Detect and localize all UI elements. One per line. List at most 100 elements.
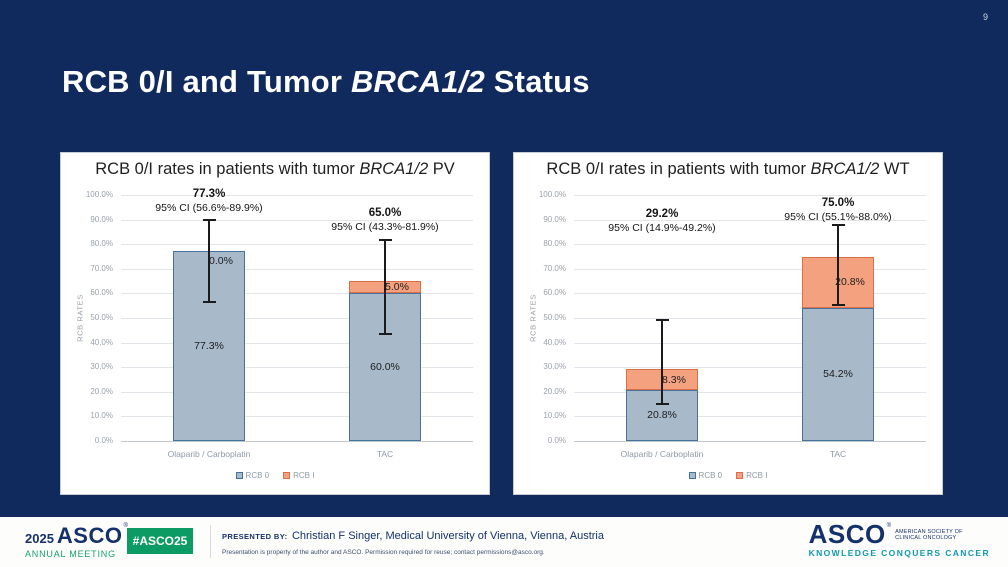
asco-logo-subtitle: AMERICAN SOCIETY OF CLINICAL ONCOLOGY	[895, 529, 963, 542]
legend-item: RCB 0	[235, 471, 270, 480]
gridline	[574, 416, 926, 418]
presenter-name: Christian F Singer, Medical University o…	[291, 530, 604, 542]
legend: RCB 0 RCB I	[514, 471, 942, 480]
gridline	[121, 268, 473, 270]
legend-label: RCB 0	[245, 471, 270, 480]
legend-label: RCB I	[746, 471, 768, 480]
ci-text: 95% CI (56.6%-89.9%)	[155, 202, 263, 214]
gridline	[574, 318, 926, 319]
asco-annual-meeting-logo-top: 2025 ASCO ®	[25, 523, 128, 549]
y-tick-label: 20.0%	[543, 386, 566, 396]
category-label: TAC	[829, 449, 847, 459]
asco-logo-subtitle-line2: CLINICAL ONCOLOGY	[895, 535, 957, 541]
gridline	[121, 367, 473, 369]
y-tick-label: 50.0%	[90, 313, 113, 322]
chart-title-gene: BRCA1/2	[810, 160, 880, 178]
segment-label-rcb1: 5.0%	[385, 281, 409, 294]
hashtag-badge: #ASCO25	[127, 528, 193, 554]
legend-swatch-rcb0	[235, 472, 243, 479]
segment-label-rcb0: 77.3%	[194, 339, 224, 352]
legend-label: RCB 0	[698, 471, 723, 480]
legend-swatch-rcb1	[283, 472, 291, 479]
asco-logo-top: ASCO ® AMERICAN SOCIETY OF CLINICAL ONCO…	[809, 521, 990, 547]
y-tick-label: 0.0%	[547, 436, 566, 445]
y-tick-label: 80.0%	[543, 239, 566, 249]
gridline	[121, 318, 473, 319]
footer: 2025 ASCO ® ANNUAL MEETING #ASCO25 PRESE…	[0, 517, 1008, 567]
total-value: 75.0%	[821, 197, 855, 209]
gridline	[121, 244, 473, 246]
asco-tagline: KNOWLEDGE CONQUERS CANCER	[808, 548, 990, 558]
legend-item: RCB I	[736, 471, 767, 480]
total-value: 65.0%	[368, 207, 402, 219]
gridline	[121, 219, 473, 221]
gridline	[121, 391, 473, 393]
y-tick-label: 30.0%	[90, 362, 113, 372]
y-tick-label: 40.0%	[543, 337, 566, 347]
y-tick-label: 10.0%	[90, 411, 113, 421]
chart-title-suffix: WT	[879, 160, 910, 178]
presented-by-label: PRESENTED BY:	[222, 532, 288, 541]
disclaimer-text: Presentation is property of the author a…	[222, 549, 545, 556]
segment-label-rcb1: 0.0%	[209, 254, 233, 267]
chart-panel-brca-pv: RCB 0/I rates in patients with tumor BRC…	[60, 152, 490, 495]
legend-item: RCB 0	[688, 471, 723, 480]
ci-annotation: 75.0% 95% CI (55.1%-88.0%)	[728, 196, 948, 224]
gridline	[121, 293, 473, 295]
plot-area: 0.0% 10.0% 20.0% 30.0% 40.0% 50.0% 60.0% 70.0% 8…	[514, 153, 942, 494]
y-tick-label: 0.0%	[94, 436, 113, 445]
segment-label-rcb1: 8.3%	[662, 373, 686, 386]
legend-swatch-rcb1	[736, 472, 744, 479]
chart-title: RCB 0/I rates in patients with tumor BRC…	[61, 160, 489, 179]
plot-area: 0.0% 10.0% 20.0% 30.0% 40.0% 50.0% 60.0% 70.0% 8…	[61, 153, 489, 494]
y-tick-label: 40.0%	[90, 337, 113, 347]
footer-divider	[210, 525, 211, 558]
legend-label: RCB I	[293, 471, 315, 480]
registered-mark: ®	[886, 523, 892, 529]
asco-logo-subtitle-line1: AMERICAN SOCIETY OF	[895, 528, 963, 535]
gridline	[574, 195, 926, 196]
slide-title-gene: BRCA1/2	[350, 64, 485, 99]
gridline	[121, 342, 473, 344]
legend: RCB 0 RCB I	[61, 471, 489, 480]
meeting-year: 2025	[25, 531, 54, 546]
gridline	[121, 416, 473, 418]
ci-annotation: 29.2% 95% CI (14.9%-49.2%)	[552, 207, 772, 235]
slide-title-prefix: RCB 0/I and Tumor	[62, 64, 351, 99]
y-tick-label: 50.0%	[543, 313, 566, 322]
chart-panel-brca-wt: RCB 0/I rates in patients with tumor BRC…	[513, 152, 943, 495]
y-tick-label: 100.0%	[85, 190, 113, 199]
error-bar	[837, 224, 839, 306]
category-label: Olaparib / Carboplatin	[620, 449, 704, 459]
error-bar-cap-bottom	[655, 403, 669, 406]
page-number: 9	[982, 12, 988, 22]
gridline	[121, 195, 473, 196]
slide-title-suffix: Status	[484, 64, 590, 99]
chart-title-prefix: RCB 0/I rates in patients with tumor	[546, 160, 811, 178]
total-value: 77.3%	[192, 188, 226, 200]
error-bar-cap-top	[655, 318, 669, 321]
error-bar-cap-bottom	[378, 333, 392, 336]
y-tick-label: 60.0%	[90, 288, 113, 298]
chart-title-prefix: RCB 0/I rates in patients with tumor	[95, 160, 360, 178]
ci-text: 95% CI (43.3%-81.9%)	[331, 221, 439, 233]
error-bar-cap-top	[378, 238, 392, 241]
error-bar-cap-bottom	[202, 300, 216, 303]
segment-label-rcb1: 20.8%	[835, 276, 865, 289]
segment-label-rcb0: 20.8%	[647, 409, 677, 422]
presented-by-line: PRESENTED BY: Christian F Singer, Medica…	[222, 526, 604, 544]
legend-swatch-rcb0	[688, 472, 696, 479]
y-tick-label: 80.0%	[90, 239, 113, 249]
bar-segment-rcb0	[802, 307, 874, 441]
gridline	[574, 391, 926, 393]
gridline	[574, 219, 926, 221]
chart-title-gene: BRCA1/2	[359, 160, 429, 178]
ci-text: 95% CI (55.1%-88.0%)	[784, 211, 892, 223]
y-tick-label: 10.0%	[543, 411, 566, 421]
error-bar-cap-top	[831, 223, 845, 226]
y-tick-label: 30.0%	[543, 362, 566, 372]
gridline	[574, 268, 926, 270]
error-bar	[384, 239, 386, 335]
category-label: Olaparib / Carboplatin	[167, 449, 251, 459]
y-tick-label: 70.0%	[543, 263, 566, 273]
